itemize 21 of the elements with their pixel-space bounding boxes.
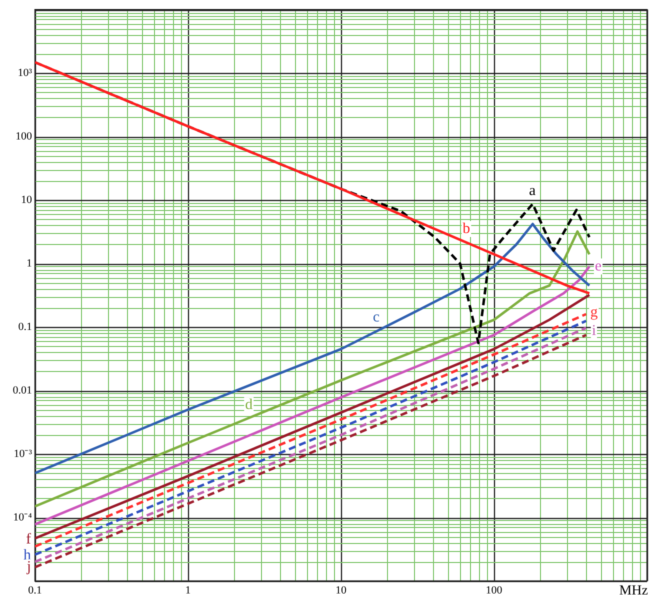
x-tick-label: 1: [185, 584, 191, 596]
annotation: e: [594, 258, 602, 274]
y-tick-label: 0.1: [18, 320, 32, 333]
y-tick-label: 10⁻³: [14, 448, 33, 460]
annotation: c: [372, 310, 380, 326]
x-tick-label: 10: [336, 584, 347, 596]
y-tick-label: 10⁻⁴: [13, 511, 32, 524]
annotation: b: [462, 220, 470, 237]
annotation: d: [245, 397, 254, 414]
annotation: g: [590, 304, 598, 320]
x-tick-label: 100: [486, 584, 503, 596]
y-tick-label: 10³: [18, 66, 33, 79]
y-tick-label: 0.01: [12, 384, 32, 396]
y-tick-label: 100: [16, 130, 32, 142]
x-axis-title: MHz: [619, 584, 648, 599]
y-tick-label: 10: [21, 194, 32, 206]
y-tick-label: 1: [26, 257, 32, 270]
annotation: j: [26, 559, 32, 576]
annotation: i: [592, 322, 596, 339]
annotation: f: [26, 531, 32, 548]
annotation: a: [528, 183, 536, 200]
